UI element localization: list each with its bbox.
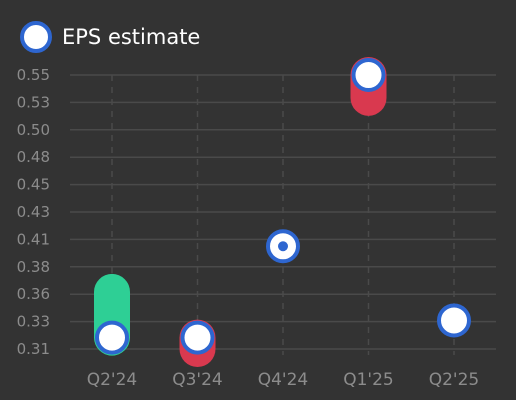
y-tick-label: 0.41: [17, 230, 50, 248]
y-tick-label: 0.53: [17, 93, 50, 111]
y-tick-label: 0.38: [17, 258, 50, 276]
estimate-point: [95, 320, 129, 355]
y-tick-label: 0.31: [17, 340, 50, 358]
y-axis-ticks: 0.31 0.33 0.36 0.38 0.41 0.43 0.45 0.48 0.50 0.53…: [17, 66, 50, 358]
legend-marker-icon: [20, 21, 52, 53]
x-tick-label: Q3'24: [172, 370, 223, 390]
y-tick-label: 0.48: [17, 148, 50, 166]
estimate-markers: [95, 58, 471, 355]
y-tick-label: 0.55: [17, 66, 50, 84]
y-tick-label: 0.33: [17, 313, 50, 331]
x-tick-label: Q2'25: [429, 370, 480, 390]
x-tick-label: Q1'25: [343, 370, 394, 390]
x-tick-label: Q2'24: [87, 370, 138, 390]
x-tick-label: Q4'24: [258, 370, 309, 390]
y-tick-label: 0.50: [17, 121, 50, 139]
actual-match-dot: [278, 241, 288, 252]
legend-label: EPS estimate: [62, 25, 200, 49]
x-axis-ticks: Q2'24 Q3'24 Q4'24 Q1'25 Q2'25: [87, 370, 480, 390]
estimate-point: [437, 303, 471, 338]
legend: EPS estimate: [20, 21, 200, 53]
y-tick-label: 0.36: [17, 285, 50, 303]
estimate-point: [351, 58, 386, 92]
y-tick-label: 0.43: [17, 203, 50, 221]
estimate-point: [180, 320, 215, 355]
grid-layer: [70, 74, 496, 355]
y-tick-label: 0.45: [17, 176, 50, 194]
